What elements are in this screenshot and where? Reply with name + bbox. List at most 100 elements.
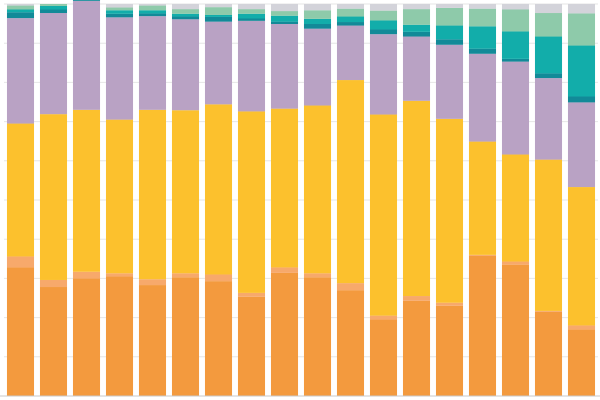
bar-segment — [303, 28, 332, 106]
bar-segment — [468, 141, 497, 255]
bar-segment — [39, 13, 68, 115]
bar-segment — [171, 273, 200, 278]
bar-segment — [468, 26, 497, 49]
bar-segment — [336, 8, 365, 17]
bar-segment — [105, 119, 134, 274]
bar-segment — [237, 9, 266, 14]
bar-segment — [468, 53, 497, 142]
bar-segment — [171, 9, 200, 14]
bar-segment — [105, 273, 134, 277]
bar-segment — [138, 285, 167, 396]
bar-segment — [171, 13, 200, 17]
bar-segment — [435, 44, 464, 119]
bar-segment — [501, 31, 530, 59]
bar-segment — [468, 4, 497, 9]
bar-segment — [39, 5, 68, 10]
bar-segment — [369, 315, 398, 320]
bar-segment — [567, 96, 596, 103]
bar-segment — [39, 287, 68, 396]
bar-stack-6 — [171, 4, 200, 396]
bar-segment — [336, 22, 365, 26]
bar-segment — [204, 4, 233, 8]
bar-segment — [72, 0, 101, 1]
bar-segment — [39, 114, 68, 280]
bar-segment — [171, 277, 200, 396]
bar-segment — [303, 277, 332, 396]
bar-segment — [270, 23, 299, 109]
bar-segment — [72, 271, 101, 279]
bar-segment — [171, 19, 200, 111]
bar-segment — [171, 4, 200, 10]
bar-segment — [6, 9, 35, 13]
bar-segment — [435, 39, 464, 45]
bar-segment — [204, 104, 233, 275]
bar-stack-14 — [435, 4, 464, 396]
bar-segment — [138, 16, 167, 110]
bar-segment — [6, 256, 35, 268]
bar-segment — [336, 16, 365, 23]
bar-stack-18 — [567, 4, 596, 396]
bar-segment — [402, 100, 431, 297]
bar-segment — [435, 305, 464, 396]
bar-segment — [468, 254, 497, 256]
bar-segment — [204, 7, 233, 15]
bar-segment — [435, 4, 464, 8]
bar-segment — [204, 14, 233, 17]
bar-segment — [501, 4, 530, 10]
bar-segment — [171, 110, 200, 274]
bar-segment — [6, 4, 35, 6]
bar-segment — [72, 109, 101, 272]
bar-stack-4 — [105, 4, 134, 396]
bar-segment — [534, 311, 563, 396]
bar-segment — [435, 118, 464, 303]
bar-segment — [369, 20, 398, 30]
bar-stack-12 — [369, 4, 398, 396]
bar-segment — [237, 18, 266, 21]
bar-segment — [435, 7, 464, 26]
bar-segment — [468, 255, 497, 396]
bar-segment — [468, 48, 497, 54]
bar-segment — [105, 276, 134, 396]
bar-segment — [534, 4, 563, 14]
bar-segment — [501, 154, 530, 262]
bar-segment — [237, 20, 266, 112]
bar-segment — [72, 0, 101, 110]
bar-stack-1 — [6, 4, 35, 396]
bar-segment — [369, 319, 398, 396]
bar-segment — [303, 23, 332, 29]
bar-segment — [501, 261, 530, 265]
bar-segment — [534, 13, 563, 37]
bar-segment — [402, 4, 431, 10]
bar-segment — [501, 264, 530, 396]
bar-segment — [534, 73, 563, 79]
bar-segment — [501, 58, 530, 62]
bar-stack-8 — [237, 4, 266, 396]
bar-segment — [204, 16, 233, 22]
bar-segment — [138, 4, 167, 6]
bar-segment — [204, 281, 233, 396]
bar-segment — [270, 15, 299, 22]
bar-stack-7 — [204, 4, 233, 396]
bar-segment — [567, 187, 596, 326]
bar-segment — [402, 24, 431, 32]
bar-stack-16 — [501, 4, 530, 396]
bar-segment — [567, 13, 596, 46]
bar-segment — [402, 300, 431, 396]
bar-segment — [6, 267, 35, 396]
bar-segment — [534, 36, 563, 74]
bar-segment — [336, 25, 365, 81]
bar-segment — [237, 4, 266, 10]
bar-segment — [336, 283, 365, 291]
bar-segment — [501, 61, 530, 155]
bar-stack-3 — [72, 0, 101, 396]
bar-segment — [336, 80, 365, 284]
bar-stack-17 — [534, 4, 563, 396]
bar-segment — [105, 4, 134, 8]
bar-segment — [138, 13, 167, 17]
bar-segment — [501, 9, 530, 32]
bar-segment — [171, 16, 200, 20]
bar-segment — [402, 31, 431, 37]
bar-segment — [6, 18, 35, 124]
bar-segment — [204, 21, 233, 105]
